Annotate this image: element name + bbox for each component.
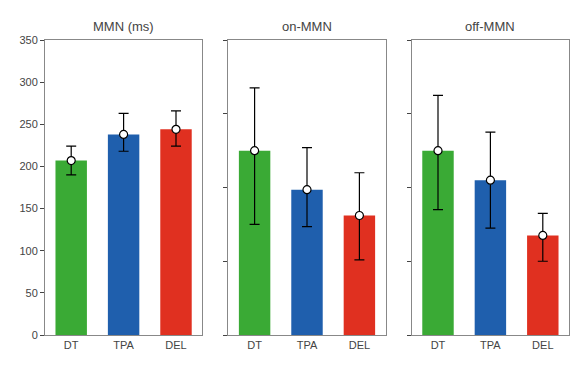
svg-text:TPA: TPA — [480, 339, 501, 351]
svg-text:on-MMN: on-MMN — [282, 19, 332, 34]
svg-text:MMN (ms): MMN (ms) — [93, 19, 154, 34]
svg-text:DEL: DEL — [532, 339, 553, 351]
svg-text:250: 250 — [19, 118, 37, 130]
svg-text:DT: DT — [431, 339, 446, 351]
svg-text:150: 150 — [19, 202, 37, 214]
svg-text:0: 0 — [32, 329, 38, 341]
svg-text:200: 200 — [19, 160, 37, 172]
svg-text:300: 300 — [19, 76, 37, 88]
svg-text:DT: DT — [64, 339, 79, 351]
svg-text:DT: DT — [247, 339, 262, 351]
svg-text:TPA: TPA — [297, 339, 318, 351]
svg-text:DEL: DEL — [165, 339, 186, 351]
svg-text:TPA: TPA — [113, 339, 134, 351]
svg-text:off-MMN: off-MMN — [465, 19, 515, 34]
svg-text:350: 350 — [19, 34, 37, 46]
svg-text:50: 50 — [26, 287, 38, 299]
svg-text:DEL: DEL — [349, 339, 370, 351]
svg-text:100: 100 — [19, 245, 37, 257]
